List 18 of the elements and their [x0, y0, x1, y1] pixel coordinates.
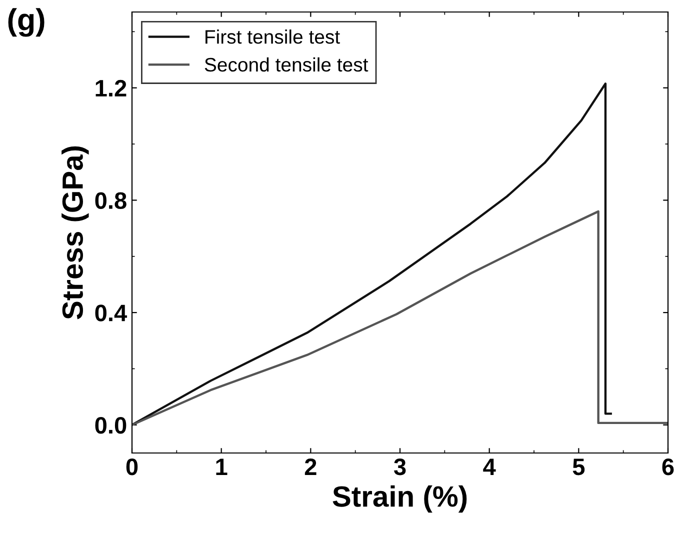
y-tick-label: 0.8 — [95, 192, 126, 209]
legend-label: Second tensile test — [204, 57, 368, 72]
x-tick-label: 6 — [662, 458, 674, 476]
y-tick-label: 1.2 — [96, 80, 126, 96]
x-axis-title: Strain (%) — [332, 485, 467, 513]
text: (g) — [8, 8, 44, 37]
x-tick-label: 5 — [572, 458, 585, 476]
line-series — [132, 82, 612, 426]
x-tick-label: 3 — [394, 458, 406, 476]
x-tick-label: 4 — [483, 458, 496, 475]
legend-label: First tensile test — [206, 30, 340, 44]
x-tick-label: 2 — [304, 458, 316, 475]
x-tick-label: 0 — [126, 458, 138, 476]
y-tick-label: 0.0 — [95, 416, 126, 434]
y-tick-label: 0.4 — [95, 304, 128, 322]
line-series — [132, 210, 668, 426]
y-axis-title: Stress (GPa) — [62, 146, 89, 320]
x-tick-label: 1 — [216, 458, 228, 475]
